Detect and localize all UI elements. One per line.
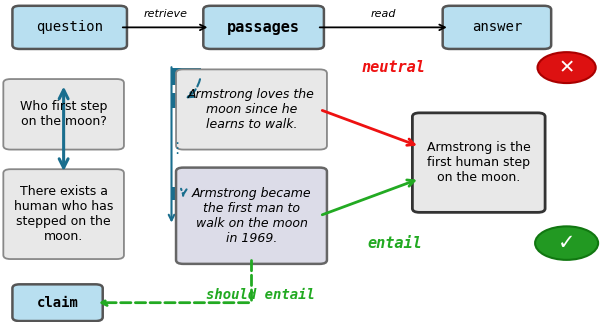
FancyBboxPatch shape [12, 6, 127, 49]
Bar [171, 187, 185, 200]
Text: entail: entail [368, 236, 422, 251]
FancyBboxPatch shape [412, 113, 545, 213]
Text: ✓: ✓ [558, 233, 575, 253]
Text: claim: claim [36, 296, 79, 310]
Text: question: question [36, 20, 103, 34]
Text: passages: passages [227, 20, 300, 35]
Bar [171, 93, 193, 108]
Bar [171, 68, 201, 85]
Text: read: read [371, 9, 396, 20]
FancyBboxPatch shape [176, 70, 327, 150]
Text: Who first step
on the moon?: Who first step on the moon? [20, 100, 107, 128]
Text: retrieve: retrieve [144, 9, 187, 20]
Circle shape [538, 52, 596, 83]
Text: ✕: ✕ [558, 58, 575, 77]
Text: Armstrong became
the first man to
walk on the moon
in 1969.: Armstrong became the first man to walk o… [191, 187, 311, 245]
Text: neutral: neutral [362, 60, 426, 75]
Text: answer: answer [472, 20, 522, 34]
FancyBboxPatch shape [12, 284, 102, 321]
FancyBboxPatch shape [4, 79, 124, 150]
Circle shape [535, 226, 598, 260]
Text: Armstrong loves the
moon since he
learns to walk.: Armstrong loves the moon since he learns… [188, 88, 315, 131]
Text: There exists a
human who has
stepped on the
moon.: There exists a human who has stepped on … [14, 185, 113, 243]
Text: should entail: should entail [206, 288, 315, 302]
FancyBboxPatch shape [176, 167, 327, 264]
FancyBboxPatch shape [4, 169, 124, 259]
FancyBboxPatch shape [442, 6, 551, 49]
FancyBboxPatch shape [204, 6, 324, 49]
Text: Armstrong is the
first human step
on the moon.: Armstrong is the first human step on the… [427, 141, 531, 184]
Text: ⋮: ⋮ [169, 141, 185, 156]
